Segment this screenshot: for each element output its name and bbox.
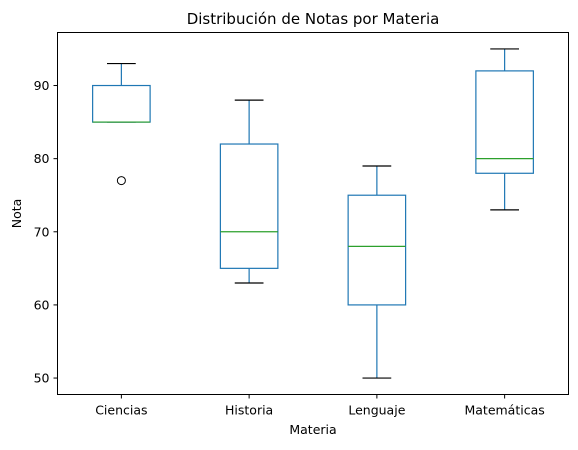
iqr-box — [347, 194, 407, 306]
y-axis: 50 60 70 80 90 — [34, 78, 58, 386]
x-axis: Ciencias Historia Lenguaje Matemáticas — [95, 394, 545, 418]
plot-area — [92, 48, 534, 379]
box-group-1 — [92, 62, 151, 186]
iqr-box — [219, 143, 279, 269]
outlier-point — [116, 176, 126, 186]
y-tick-label: 60 — [34, 297, 50, 312]
box-group-2 — [219, 99, 279, 284]
x-axis-label: Materia — [289, 422, 336, 437]
x-tick-label: Historia — [225, 403, 273, 418]
x-tick-label: Matemáticas — [464, 403, 544, 418]
y-axis-label: Nota — [9, 199, 24, 229]
iqr-box — [92, 84, 151, 123]
y-tick-label: 70 — [34, 224, 50, 239]
iqr-box — [475, 70, 534, 174]
y-tick-label: 90 — [34, 78, 50, 93]
x-tick-label: Lenguaje — [348, 403, 405, 418]
box-group-4 — [475, 48, 534, 211]
y-tick-label: 80 — [34, 151, 50, 166]
chart-title: Distribución de Notas por Materia — [187, 10, 440, 28]
box-group-3 — [347, 165, 407, 379]
x-tick-label: Ciencias — [95, 403, 147, 418]
y-tick-label: 50 — [34, 371, 50, 386]
axes-frame — [57, 32, 569, 395]
